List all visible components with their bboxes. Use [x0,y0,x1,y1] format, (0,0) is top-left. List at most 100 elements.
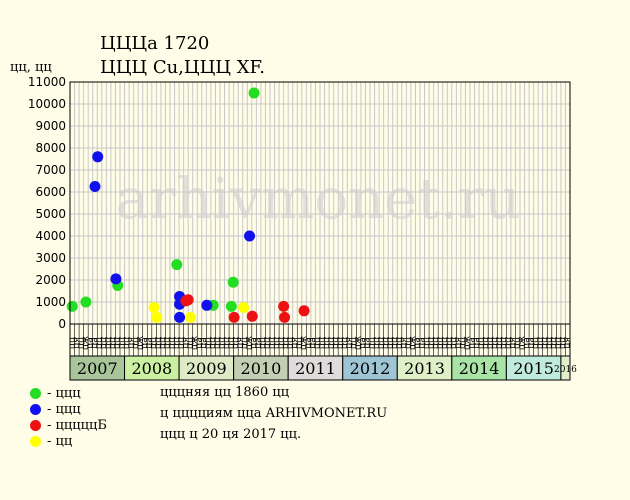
month-label: цж [517,336,527,350]
y-tick-label: 5000 [35,207,66,221]
month-label: цц [340,337,350,349]
month-label: ца [249,337,259,349]
data-point [171,259,183,271]
y-tick-label: 1000 [35,295,66,309]
month-label: цц [258,337,268,349]
year-cell [124,355,180,381]
month-label: цж [408,336,418,350]
month-label: цц [422,337,432,349]
data-point [201,299,213,311]
month-label: цж [81,336,91,350]
y-tick-label: 4000 [35,229,66,243]
y-tick-label: 10000 [28,97,66,111]
month-label: цж [135,336,145,350]
month-label: цц [485,337,495,349]
legend-dot-icon [30,387,41,399]
month-label: ця [126,337,136,349]
month-label: ца [413,337,423,349]
month-label: цц [226,337,236,349]
y-tick-labels: 0 1000 2000 3000 4000 5000 6000 7000 8000 9000 100… [28,75,66,331]
watermark: arhivmonet.ru [116,167,521,232]
year-label: 2010 [241,359,282,378]
data-point [151,311,163,323]
month-label: цц [231,337,241,349]
legend-label: - ццц [47,401,81,417]
month-label: ца [254,337,264,349]
year-label: 2008 [131,359,172,378]
month-label: цц [113,337,123,349]
month-label: цц [490,337,500,349]
month-label: ця [290,337,300,349]
month-label: ца [522,337,532,349]
month-label: цц [131,337,141,349]
month-label: цц [549,337,559,349]
month-label: цц [240,337,250,349]
month-label: цц [476,337,486,349]
year-label: 2014 [459,359,500,378]
legend-dot-icon [30,435,41,447]
month-label: цц [158,337,168,349]
y-tick-label: 8000 [35,141,66,155]
note-line: ц цццциям цца ARHIVMONET.RU [160,406,388,421]
month-label: цц [504,337,514,349]
legend: - ццц - ццц - цццццБ - цц [30,385,107,449]
month-label: ца [526,337,536,349]
month-label: цц [99,337,109,349]
year-cell [396,355,453,381]
month-label: цц [67,337,77,349]
y-axis-label: цц, цц [10,60,52,75]
month-label: цц [558,337,568,349]
month-label: ця [508,337,518,349]
month-label: цж [190,336,200,350]
month-label: цж [354,336,364,350]
data-point [225,300,237,312]
month-label: цц [349,337,359,349]
data-point [248,87,260,99]
data-point [246,310,258,322]
month-label: ца [467,337,477,349]
month-label: цц [381,337,391,349]
month-label: цц [395,337,405,349]
month-label: цц [204,337,214,349]
month-label: цц [185,337,195,349]
month-label: цц [154,337,164,349]
month-label: цц [108,337,118,349]
chart-title: ЦЦЦа 1720 [100,33,210,54]
month-label: цц [117,337,127,349]
month-label: цц [545,337,555,349]
month-label: цц [435,337,445,349]
month-label: цц [499,337,509,349]
month-label: цц [376,337,386,349]
legend-label: - ццц [47,385,81,401]
month-label: ца [308,337,318,349]
month-label: ца [199,337,209,349]
month-label: цц [295,337,305,349]
legend-dot-icon [30,419,41,431]
month-label: цц [276,337,286,349]
month-label: цц [385,337,395,349]
month-label: цц [263,337,273,349]
month-label: ця [563,337,573,349]
notes: цццняя цц 1860 цц ц цццциям цца ARHIVMON… [160,382,387,445]
month-label: цц [213,337,223,349]
month-label: цж [463,336,473,350]
month-label: цц [176,337,186,349]
month-label: цц [222,337,232,349]
month-label: цц [313,337,323,349]
year-label: 2016 [554,365,577,375]
month-label: цц [540,337,550,349]
y-tick-label: 9000 [35,119,66,133]
year-label: 2007 [77,359,118,378]
legend-dot-icon [30,403,41,415]
data-point [279,311,291,323]
legend-item: - ццц [30,385,107,401]
month-label: цц [104,337,114,349]
month-label: цц [367,337,377,349]
year-label: 2015 [513,359,554,378]
month-label: цц [531,337,541,349]
month-label: цц [335,337,345,349]
month-label: цж [245,336,255,350]
y-tick-label: 11000 [28,75,66,89]
month-label: ця [454,337,464,349]
